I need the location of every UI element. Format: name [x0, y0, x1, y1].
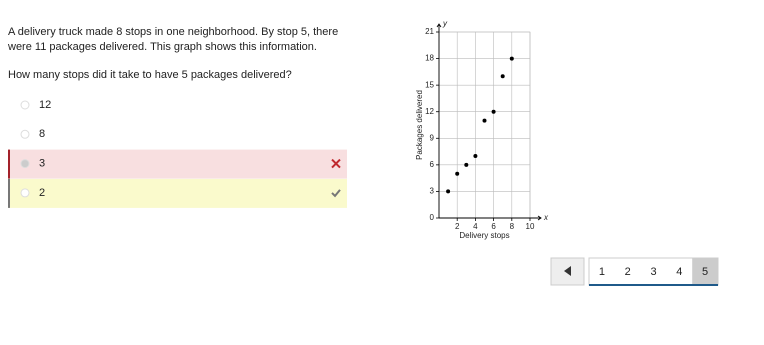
- page-number[interactable]: 3: [650, 266, 656, 278]
- radio[interactable]: [20, 100, 30, 110]
- point: [455, 171, 460, 176]
- page-number[interactable]: 1: [599, 266, 605, 278]
- x-axis-label: Delivery stops: [459, 231, 509, 240]
- point: [473, 154, 478, 158]
- x-tick-label: 4: [473, 222, 478, 231]
- page-active: [692, 258, 718, 285]
- point: [491, 109, 496, 114]
- x-axis-name: x: [543, 213, 549, 222]
- correct-answer-bg: [8, 178, 347, 208]
- x-axis: [439, 215, 542, 221]
- radio[interactable]: [20, 188, 30, 198]
- option-label[interactable]: 8: [39, 128, 45, 140]
- answer-marker: [8, 178, 10, 208]
- question-line: were 11 packages delivered. This graph s…: [7, 41, 317, 53]
- radio[interactable]: [20, 159, 30, 169]
- option-label[interactable]: 3: [39, 158, 45, 170]
- x-tick-label: 2: [455, 222, 460, 231]
- point: [482, 118, 487, 123]
- y-tick-label: 3: [430, 187, 435, 196]
- correct-icon: [331, 189, 341, 198]
- y-tick-label: 15: [425, 80, 434, 89]
- point: [446, 189, 451, 194]
- radio[interactable]: [20, 129, 30, 139]
- y-axis-name: y: [442, 19, 448, 28]
- y-tick-label: 9: [430, 133, 435, 142]
- y-axis: [436, 23, 442, 218]
- question-line: A delivery truck made 8 stops in one nei…: [8, 26, 338, 38]
- point: [464, 162, 469, 167]
- wrong-answer-bg: [8, 149, 347, 179]
- option-label[interactable]: 12: [39, 99, 51, 111]
- x-tick-label: 10: [526, 222, 535, 231]
- point: [509, 56, 514, 61]
- y-tick-label: 12: [425, 107, 434, 116]
- page-number[interactable]: 2: [625, 266, 631, 278]
- plot-area: [438, 31, 531, 219]
- option-label[interactable]: 2: [39, 187, 45, 199]
- page-number[interactable]: 5: [702, 266, 708, 278]
- wrong-icon: [331, 158, 341, 169]
- x-tick-label: 6: [491, 222, 496, 231]
- y-tick-label: 18: [425, 54, 434, 63]
- y-tick-label: 0: [430, 213, 435, 222]
- answer-marker: [8, 149, 10, 179]
- y-axis-label: Packages delivered: [415, 90, 424, 160]
- y-tick-label: 6: [430, 160, 435, 169]
- prev-icon: [564, 266, 571, 276]
- question-prompt: How many stops did it take to have 5 pac…: [8, 69, 292, 81]
- y-tick-label: 21: [425, 27, 434, 36]
- x-tick-label: 8: [510, 222, 515, 231]
- page-number[interactable]: 4: [676, 266, 682, 278]
- point: [500, 74, 505, 79]
